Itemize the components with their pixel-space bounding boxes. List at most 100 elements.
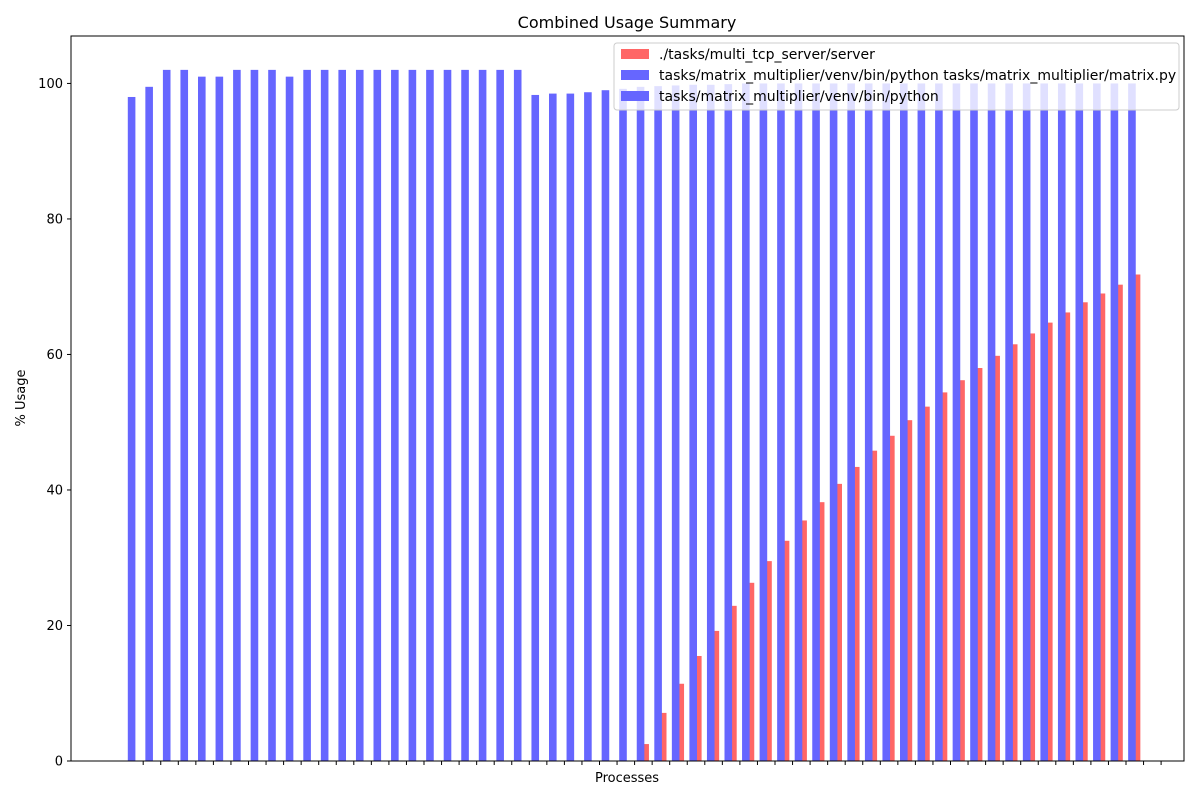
bar-server-57 [1132,274,1141,761]
bar-python-52 [1040,83,1048,762]
legend-swatch-1 [621,70,649,80]
bars-layer [127,69,1141,762]
bar-matrix-py-0 [127,96,136,762]
bar-python-24 [549,93,557,762]
bar-server-38 [799,520,807,761]
bar-python-31 [671,85,680,761]
bar-matrix-py-14 [373,69,382,761]
bar-python-53 [1057,83,1066,762]
bar-python-54 [1075,83,1084,762]
bar-server-55 [1097,293,1106,761]
bar-matrix-py-20 [478,69,487,761]
bar-python-41 [847,83,855,762]
bar-python-56 [1110,83,1119,762]
bar-server-54 [1080,302,1088,761]
bar-python-27 [601,90,610,761]
y-tick-label-40: 40 [46,483,63,498]
bar-server-52 [1045,322,1053,761]
bar-python-35 [742,83,750,762]
bar-python-47 [952,83,961,762]
legend-label-0: ./tasks/multi_tcp_server/server [659,47,875,63]
bar-server-39 [816,502,825,761]
bar-server-32 [694,655,702,761]
legend-swatch-0 [621,49,649,59]
bar-python-40 [829,83,838,762]
bar-matrix-py-11 [320,69,329,761]
bar-matrix-py-22 [513,69,522,761]
bar-server-29 [641,744,649,761]
y-tick-label-20: 20 [46,619,63,634]
chart-title: Combined Usage Summary [518,13,737,32]
bar-server-46 [939,392,948,761]
bar-server-48 [974,368,983,761]
bar-matrix-py-5 [215,76,224,761]
bar-server-53 [1062,312,1071,761]
y-tick-label-0: 0 [55,755,63,770]
bar-server-56 [1115,284,1123,761]
bar-python-30 [654,86,662,761]
bar-python-23 [531,94,540,761]
y-axis-label: % Usage [14,370,29,427]
legend-swatch-2 [621,91,649,101]
bar-matrix-py-2 [162,69,171,761]
bar-python-49 [987,83,996,762]
legend: ./tasks/multi_tcp_server/server tasks/mat… [613,42,1180,111]
bar-python-43 [882,83,891,762]
bar-server-44 [904,420,913,761]
bar-python-45 [917,83,926,762]
bar-python-39 [812,83,820,762]
bar-matrix-py-15 [391,69,399,761]
bar-matrix-py-18 [443,69,452,761]
bar-matrix-py-9 [285,76,294,761]
plot-frame [70,35,1185,762]
bar-matrix-py-21 [496,69,504,761]
bar-python-48 [970,83,978,762]
bar-python-42 [864,83,873,762]
bar-server-47 [957,380,965,761]
bar-server-51 [1027,333,1036,761]
bar-server-41 [851,466,860,761]
bar-python-50 [1005,83,1013,762]
bar-server-36 [764,561,772,761]
bar-server-35 [746,582,755,761]
bar-matrix-py-17 [426,69,434,761]
bar-matrix-py-8 [268,69,276,761]
bar-python-34 [724,84,733,762]
bar-python-25 [566,93,575,762]
y-tick-label-100: 100 [38,77,63,92]
bar-python-36 [759,83,768,762]
legend-label-2: tasks/matrix_multiplier/venv/bin/python [659,89,939,105]
bar-matrix-py-1 [145,86,153,761]
bar-matrix-py-6 [233,69,241,761]
bar-server-30 [658,712,667,761]
bar-matrix-py-7 [250,69,259,761]
axes-layer: 0 20 40 60 80 100 [38,35,1185,770]
bar-server-31 [676,683,685,761]
legend-box [613,42,1180,111]
bar-server-42 [869,450,878,761]
bar-server-34 [729,605,737,761]
bar-matrix-py-3 [180,69,189,761]
y-tick-label-80: 80 [46,212,63,227]
bar-server-49 [992,355,1000,761]
bar-python-38 [794,83,803,762]
bar-python-57 [1128,83,1136,762]
bar-server-45 [922,406,930,761]
legend-label-1: tasks/matrix_multiplier/venv/bin/python … [659,68,1176,84]
bar-matrix-py-12 [338,69,346,761]
bar-matrix-py-16 [408,69,417,761]
bar-matrix-py-13 [355,69,364,761]
bar-matrix-py-19 [461,69,469,761]
bar-python-29 [636,86,645,761]
bar-server-43 [887,435,895,761]
bar-server-50 [1009,344,1018,761]
bar-python-55 [1093,83,1101,762]
bar-matrix-py-4 [198,76,206,761]
bar-python-37 [777,83,785,762]
bar-python-26 [584,92,592,762]
bar-python-51 [1022,83,1031,762]
bar-server-33 [711,630,720,761]
x-axis-label: Processes [595,771,659,786]
bar-python-46 [935,83,943,762]
